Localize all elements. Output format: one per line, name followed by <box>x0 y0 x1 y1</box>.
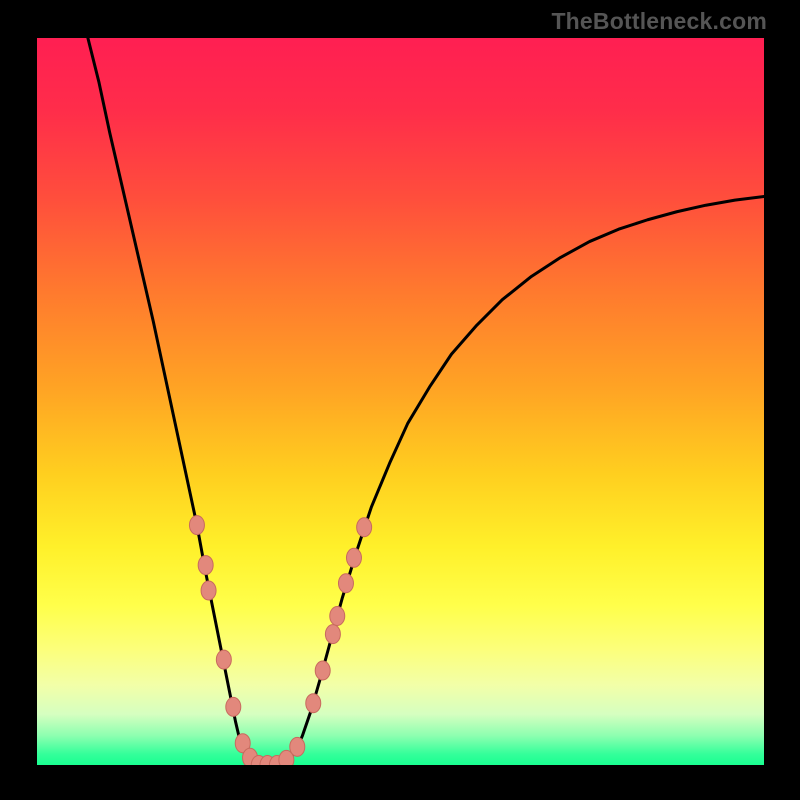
chart-frame: TheBottleneck.com <box>0 0 800 800</box>
plot-area <box>37 38 764 765</box>
watermark-text: TheBottleneck.com <box>551 8 767 35</box>
curve-marker <box>290 737 305 756</box>
curve-marker <box>346 548 361 567</box>
curve-path <box>88 38 764 765</box>
curve-marker <box>357 518 372 537</box>
curve-marker <box>216 650 231 669</box>
curve-marker <box>226 697 241 716</box>
chart-svg <box>37 38 764 765</box>
curve-marker <box>330 606 345 625</box>
marker-layer <box>189 516 371 765</box>
curve-marker <box>198 556 213 575</box>
curve-marker <box>306 694 321 713</box>
curve-marker <box>189 516 204 535</box>
curve-marker <box>325 625 340 644</box>
curve-marker <box>315 661 330 680</box>
curve-marker <box>338 574 353 593</box>
curve-marker <box>201 581 216 600</box>
